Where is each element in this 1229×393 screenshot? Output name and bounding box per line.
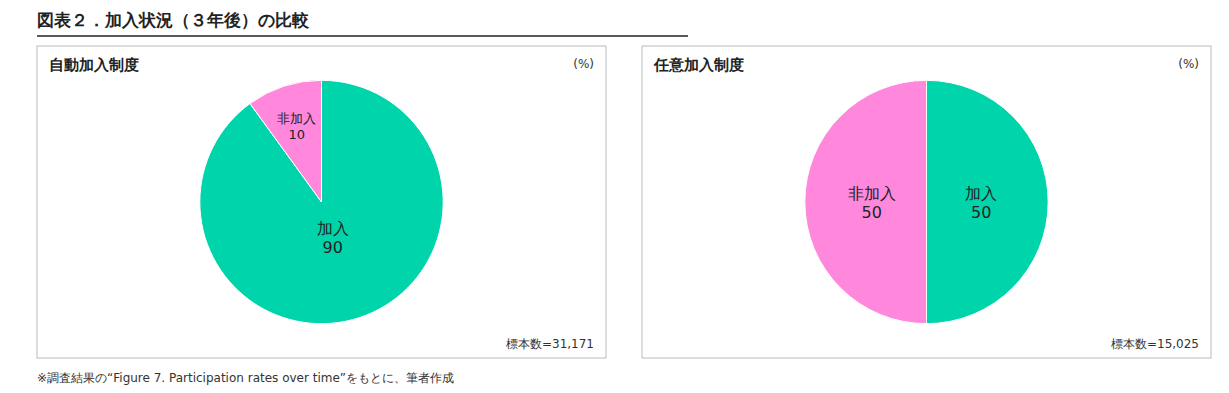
sample-label: 標本数=31,171 [506, 337, 594, 351]
pie-slice [805, 80, 927, 323]
pie-slice [927, 80, 1049, 323]
pie-panel: 任意加入制度(%)標本数=15,025非加入50加入50 [642, 46, 1211, 358]
pie-slice [250, 80, 322, 202]
pie: 非加入50加入50 [805, 80, 1048, 323]
slice-category: 加入 [965, 184, 997, 203]
slice-category: 非加入 [848, 184, 896, 203]
sample-label: 標本数=15,025 [1111, 337, 1199, 351]
unit-label: (%) [573, 57, 594, 71]
chart-title: 任意加入制度 [653, 56, 744, 74]
pie-slice [200, 80, 443, 323]
pie-panel: 自動加入制度 (%) 標本数=31,171 加入90 非加入10 [37, 46, 606, 358]
title-underline [37, 35, 688, 37]
slice-category: 加入 [317, 219, 349, 238]
pie: 加入90 非加入10 [200, 80, 443, 323]
chart-root: 図表２．加入状況（３年後）の比較 ※調査結果の“Figure 7. Partici… [0, 0, 1229, 393]
chart-title: 自動加入制度 [49, 56, 139, 74]
slice-value: 50 [971, 203, 991, 222]
slice-category: 非加入 [277, 111, 316, 126]
slice-value: 90 [323, 238, 343, 257]
slice-value: 10 [288, 127, 305, 142]
slice-value: 50 [862, 203, 882, 222]
panel-frame [37, 46, 606, 358]
footnote: ※調査結果の“Figure 7. Participation rates ove… [37, 371, 454, 385]
panel-frame [642, 46, 1211, 358]
unit-label: (%) [1178, 57, 1199, 71]
figure-title: 図表２．加入状況（３年後）の比較 [37, 10, 310, 30]
